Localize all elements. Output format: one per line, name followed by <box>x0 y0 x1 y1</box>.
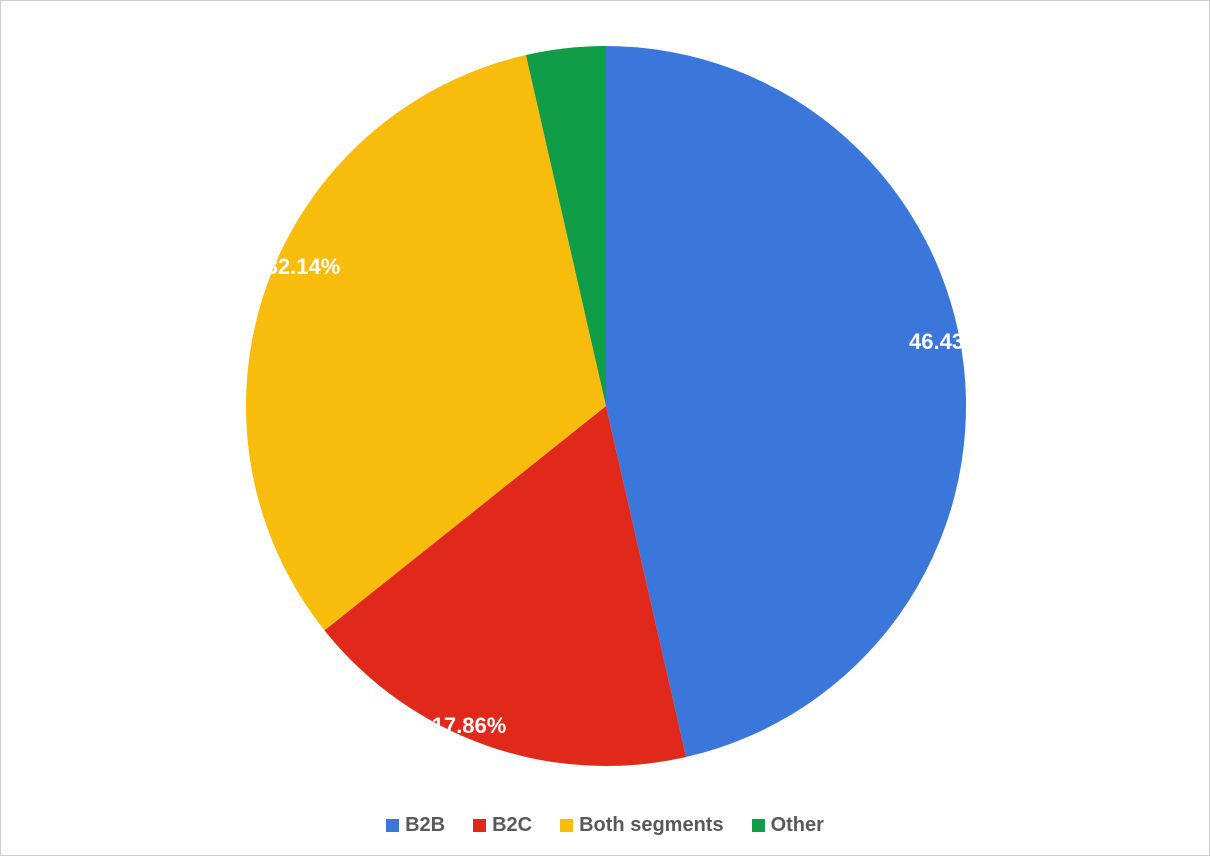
legend-item-b2c: B2C <box>473 814 532 837</box>
legend-label: B2C <box>492 814 532 837</box>
legend-swatch <box>386 819 399 832</box>
slice-label-b2c: 17.86% <box>432 713 507 738</box>
legend-swatch <box>560 819 573 832</box>
chart-frame: 46.43% 17.86% 32.14% 3.57% B2B B2C Both segme… <box>0 0 1210 856</box>
chart-legend: B2B B2C Both segments Other <box>1 814 1209 837</box>
legend-item-both-segments: Both segments <box>560 814 723 837</box>
legend-item-b2b: B2B <box>386 814 445 837</box>
legend-label: Other <box>771 814 824 837</box>
legend-label: Both segments <box>579 814 723 837</box>
slice-label-both-segments: 32.14% <box>266 254 341 279</box>
slice-label-b2b: 46.43% <box>909 329 984 354</box>
pie-chart: 46.43% 17.86% 32.14% 3.57% <box>1 1 1210 797</box>
legend-item-other: Other <box>752 814 824 837</box>
legend-swatch <box>473 819 486 832</box>
legend-label: B2B <box>405 814 445 837</box>
legend-swatch <box>752 819 765 832</box>
slice-label-other: 3.57% <box>491 19 553 44</box>
